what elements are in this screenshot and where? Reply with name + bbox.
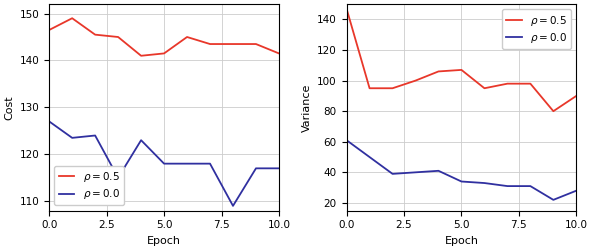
Y-axis label: Variance: Variance <box>301 83 311 132</box>
X-axis label: Epoch: Epoch <box>445 236 478 246</box>
Legend: $\rho = 0.5$, $\rho = 0.0$: $\rho = 0.5$, $\rho = 0.0$ <box>502 10 571 49</box>
X-axis label: Epoch: Epoch <box>147 236 181 246</box>
Y-axis label: Cost: Cost <box>4 95 14 120</box>
Legend: $\rho = 0.5$, $\rho = 0.0$: $\rho = 0.5$, $\rho = 0.0$ <box>54 166 124 205</box>
